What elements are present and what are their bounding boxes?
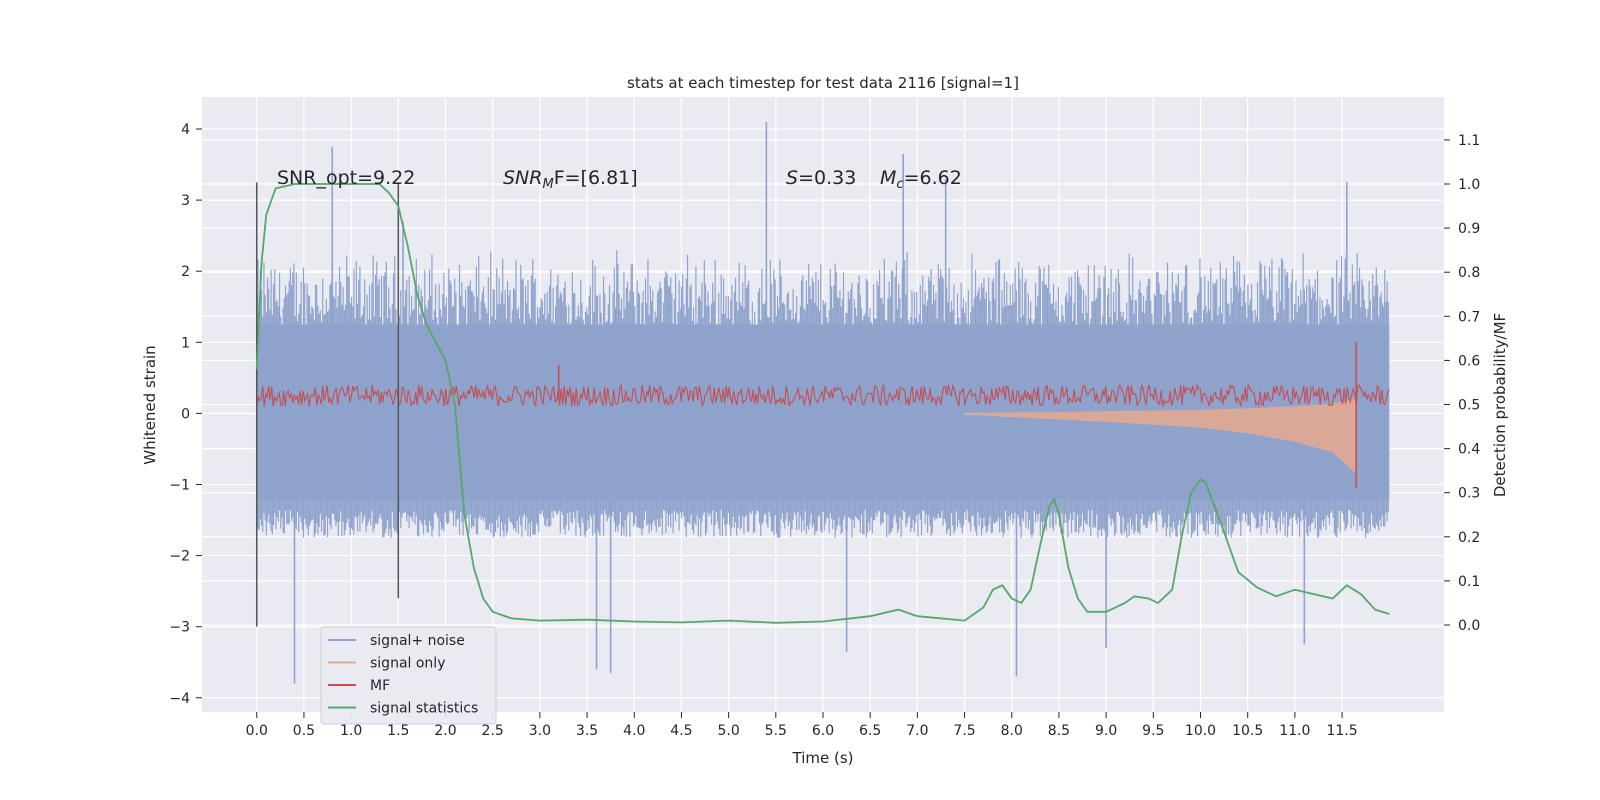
annotation-mc: Mc=6.62 <box>880 167 962 192</box>
annotation-s-main: S <box>786 167 798 189</box>
x-tick-label: 5.0 <box>717 723 739 739</box>
signal-statistics-line <box>255 183 1390 624</box>
x-tick-label: 6.5 <box>859 723 881 739</box>
annotation-snr-mf-sub: M <box>542 177 553 192</box>
annotation-snr-mf: SNRMF=[6.81] <box>503 167 638 192</box>
y-axis-label-left: Whitened strain <box>141 345 159 464</box>
y-tick-label-right: 0.0 <box>1458 618 1480 634</box>
x-tick-label: 2.5 <box>482 723 504 739</box>
x-tick-label: 1.0 <box>340 723 362 739</box>
x-tick-label: 11.5 <box>1326 723 1357 739</box>
series-signal-only <box>964 398 1357 474</box>
x-tick-label: 2.0 <box>434 723 456 739</box>
y-tick-label-left: 0 <box>181 406 190 422</box>
y-tick-label-right: 0.7 <box>1458 309 1480 325</box>
x-tick-label: 10.5 <box>1232 723 1263 739</box>
y-tick-label-right: 0.4 <box>1458 442 1480 458</box>
y-tick-label-left: −1 <box>169 477 190 493</box>
series-signal-statistics <box>255 183 1390 624</box>
y-tick-label-left: 3 <box>181 193 190 209</box>
signal-only-envelope <box>964 398 1357 474</box>
x-tick-label: 4.5 <box>670 723 692 739</box>
annotation-s-tail: =0.33 <box>798 167 856 189</box>
series-mf <box>256 342 1390 489</box>
y-tick-label-right: 1.1 <box>1458 133 1480 149</box>
legend: signal+ noise signal only MF signal statist… <box>320 626 497 725</box>
y-tick-label-left: 4 <box>181 122 190 138</box>
x-tick-label: 1.5 <box>387 723 409 739</box>
x-tick-label: 9.5 <box>1142 723 1164 739</box>
y-tick-label-right: 0.2 <box>1458 530 1480 546</box>
legend-box <box>320 626 497 725</box>
legend-label: signal only <box>370 656 445 672</box>
x-tick-label: 7.5 <box>953 723 975 739</box>
annotation-s: S=0.33 <box>786 167 856 189</box>
legend-label: MF <box>370 678 390 694</box>
y-tick-label-left: −2 <box>169 549 190 565</box>
x-tick-label: 0.5 <box>293 723 315 739</box>
legend-label: signal+ noise <box>370 633 465 649</box>
x-tick-label: 11.0 <box>1279 723 1310 739</box>
y-tick-label-left: 2 <box>181 264 190 280</box>
legend-label: signal statistics <box>370 701 478 717</box>
y-tick-label-right: 0.5 <box>1458 398 1480 414</box>
mf-trace <box>256 383 1390 408</box>
x-tick-label: 3.5 <box>576 723 598 739</box>
x-tick-label: 6.0 <box>812 723 834 739</box>
x-tick-label: 9.0 <box>1095 723 1117 739</box>
annotation-mc-sub: c <box>896 177 903 192</box>
y-tick-label-right: 0.1 <box>1458 574 1480 590</box>
y-tick-label-left: −3 <box>169 620 190 636</box>
annotation-snr-mf-main: SNR <box>503 167 542 189</box>
x-tick-label: 5.5 <box>765 723 787 739</box>
y-axis-label-right: Detection probability/MF <box>1491 313 1509 497</box>
x-tick-label: 10.0 <box>1185 723 1216 739</box>
x-tick-label: 4.0 <box>623 723 645 739</box>
annotation-mc-main: M <box>880 167 896 189</box>
y-tick-label-right: 0.3 <box>1458 486 1480 502</box>
x-tick-label: 7.0 <box>906 723 928 739</box>
annotation-snr-opt: SNR_opt=9.22 <box>277 167 415 189</box>
y-tick-label-left: −4 <box>169 691 190 707</box>
y-tick-label-right: 0.9 <box>1458 221 1480 237</box>
x-tick-label: 8.5 <box>1048 723 1070 739</box>
annotation-snr-mf-tail: F=[6.81] <box>554 167 638 189</box>
y-tick-label-right: 1.0 <box>1458 177 1480 193</box>
y-tick-label-right: 0.8 <box>1458 265 1480 281</box>
annotation-mc-tail: =6.62 <box>904 167 962 189</box>
x-tick-label: 0.0 <box>246 723 268 739</box>
x-tick-label: 3.0 <box>529 723 551 739</box>
x-tick-label: 8.0 <box>1001 723 1023 739</box>
vertical-markers <box>255 182 400 627</box>
axes: 0.0 0.5 1.0 1.5 2.0 2.5 3.0 3.5 4.0 4.5 5.0 5.5 6.0 6… <box>169 122 1480 739</box>
chart-title: stats at each timestep for test data 211… <box>627 74 1019 92</box>
x-axis-label: Time (s) <box>792 749 854 767</box>
y-tick-label-left: 1 <box>181 335 190 351</box>
y-tick-label-right: 0.6 <box>1458 353 1480 369</box>
